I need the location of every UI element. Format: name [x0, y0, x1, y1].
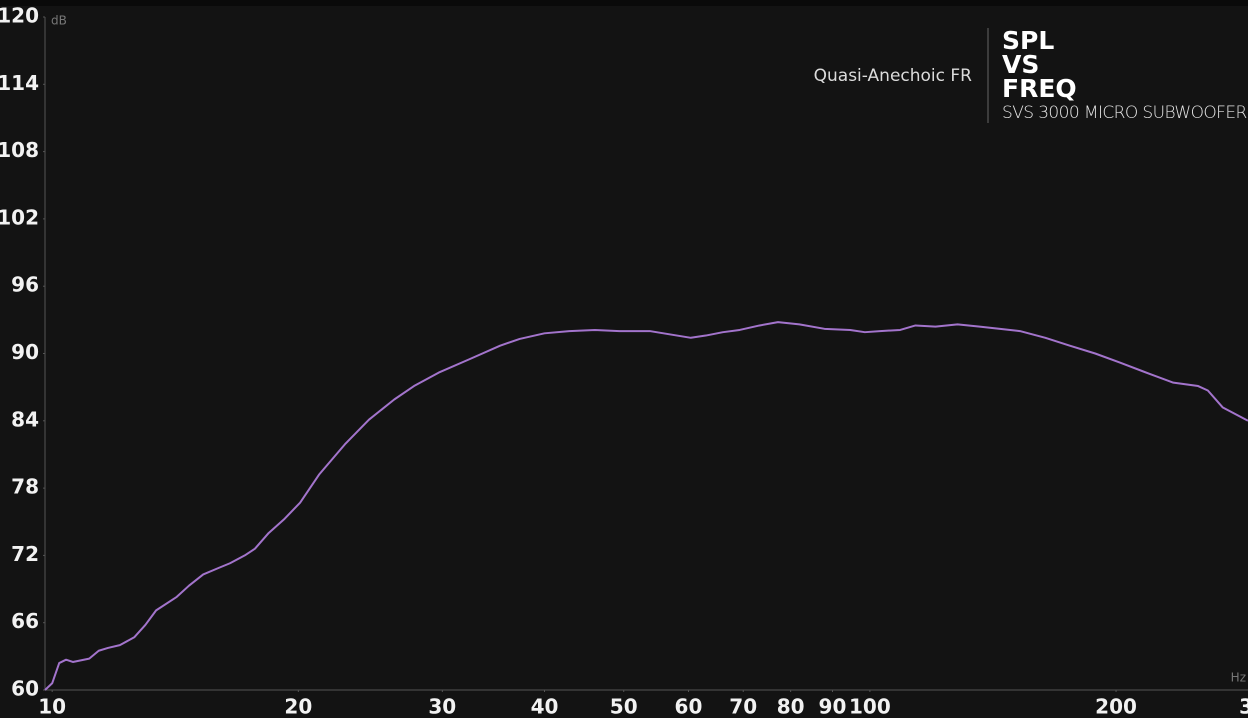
top-strip	[0, 0, 1248, 6]
y-tick-label: 102	[0, 205, 39, 229]
series-line	[44, 321, 1248, 691]
x-tick-label: 100	[849, 695, 891, 718]
y-tick-label: 108	[0, 138, 39, 162]
x-tick-label: 80	[777, 695, 805, 718]
x-tick-label: 90	[819, 695, 847, 718]
title-line: FREQ	[1002, 74, 1077, 103]
y-tick-label: 120	[0, 4, 39, 28]
x-tick-label: 200	[1095, 695, 1137, 718]
y-tick-label: 60	[11, 677, 39, 701]
title-line: VS	[1002, 50, 1039, 79]
x-tick-label: 60	[675, 695, 703, 718]
x-tick-label: 50	[610, 695, 638, 718]
x-tick-label: 40	[531, 695, 559, 718]
x-tick-label: 30	[428, 695, 456, 718]
legend-label: Quasi-Anechoic FR	[814, 66, 973, 86]
x-unit: Hz	[1231, 671, 1246, 685]
subtitle: SVS 3000 MICRO SUBWOOFER	[1002, 103, 1247, 123]
y-tick-label: 96	[11, 273, 39, 297]
x-tick-label: 20	[284, 695, 312, 718]
y-tick-label: 66	[11, 609, 39, 633]
y-tick-label: 90	[11, 340, 39, 364]
y-unit: dB	[51, 14, 67, 28]
x-tick-label: 10	[38, 695, 66, 718]
y-tick-label: 72	[11, 542, 39, 566]
y-tick-label: 78	[11, 475, 39, 499]
x-tick-label: 70	[729, 695, 757, 718]
x-tick-label: 300	[1239, 695, 1248, 718]
y-tick-label: 84	[11, 407, 39, 431]
y-tick-label: 114	[0, 71, 39, 95]
title-line: SPL	[1002, 26, 1054, 55]
